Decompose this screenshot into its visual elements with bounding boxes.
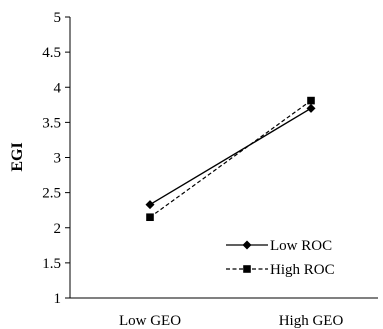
- y-tick-label: 3.5: [42, 115, 61, 131]
- series-layer: [145, 96, 316, 222]
- legend-marker-1: [242, 240, 252, 250]
- data-point-series-1: [306, 103, 316, 113]
- y-ticks: 1 1.5 2 2.5 3 3.5 4 4.5 5: [42, 10, 70, 307]
- data-point-series-2: [146, 213, 154, 222]
- y-tick-label: 2: [54, 221, 62, 237]
- series-line-1: [149, 107, 312, 206]
- y-tick-label: 3: [54, 151, 62, 167]
- legend-label: Low ROC: [270, 238, 332, 254]
- series-line-2: [149, 100, 312, 218]
- data-point-series-2: [307, 96, 315, 105]
- data-point-series-1: [145, 200, 155, 210]
- y-tick-label: 1: [54, 291, 62, 307]
- y-tick-label: 4.5: [42, 45, 61, 61]
- x-tick-label: High GEO: [279, 313, 344, 329]
- y-tick-label: 2.5: [42, 186, 61, 202]
- legend-marker-2: [243, 265, 251, 273]
- y-tick-label: 5: [54, 10, 62, 26]
- legend-label: High ROC: [270, 262, 335, 278]
- y-tick-label: 1.5: [42, 256, 61, 272]
- x-tick-label: Low GEO: [119, 313, 181, 329]
- x-ticks: Low GEO High GEO: [119, 313, 343, 329]
- legend: Low ROC High ROC: [226, 238, 335, 278]
- y-tick-label: 4: [54, 80, 62, 96]
- y-axis-title: EGI: [9, 142, 26, 171]
